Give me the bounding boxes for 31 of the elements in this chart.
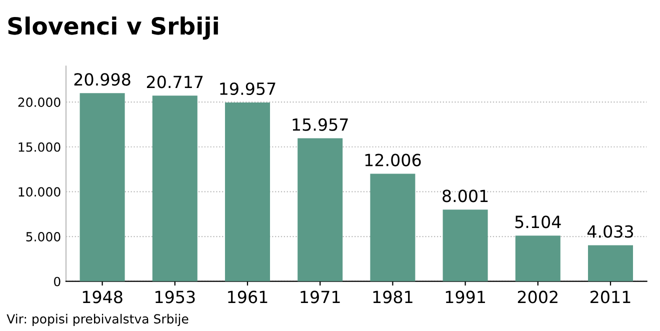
chart-title: Slovenci v Srbiji bbox=[8, 16, 218, 40]
data-label: 19.957 bbox=[220, 82, 276, 96]
data-label: 5.104 bbox=[515, 216, 561, 228]
x-tick-label: 2002 bbox=[518, 290, 558, 304]
x-tick-label: 1991 bbox=[446, 290, 485, 304]
y-tick-label: 10.000 bbox=[18, 187, 60, 197]
x-tick-label: 2011 bbox=[590, 290, 630, 304]
text: Vir: popisi prebivalstva Srbije bbox=[6, 314, 188, 326]
bar bbox=[588, 245, 634, 282]
x-tick-label: 1981 bbox=[373, 290, 412, 304]
bar bbox=[442, 210, 488, 282]
data-label: 20.998 bbox=[74, 73, 130, 86]
data-label: 4.033 bbox=[587, 225, 634, 238]
x-tick-label: 1953 bbox=[156, 290, 195, 304]
y-tick-label: 20.000 bbox=[18, 98, 60, 107]
bar bbox=[370, 174, 416, 282]
data-label: 15.957 bbox=[292, 118, 348, 131]
x-tick-label: 1971 bbox=[300, 290, 340, 304]
y-tick-label: 0 bbox=[54, 276, 60, 286]
data-label: 20.717 bbox=[146, 76, 203, 88]
data-label: 12.006 bbox=[365, 154, 421, 166]
bar bbox=[515, 236, 560, 282]
bar bbox=[224, 102, 270, 282]
data-label: 8.001 bbox=[442, 190, 488, 202]
y-tick-label: 15.000 bbox=[18, 142, 60, 152]
bar bbox=[152, 96, 198, 282]
bar bbox=[298, 138, 343, 282]
bar bbox=[80, 93, 125, 282]
x-tick-label: 1948 bbox=[82, 290, 122, 304]
x-tick-label: 1961 bbox=[228, 290, 268, 304]
y-tick-label: 5.000 bbox=[26, 232, 60, 242]
